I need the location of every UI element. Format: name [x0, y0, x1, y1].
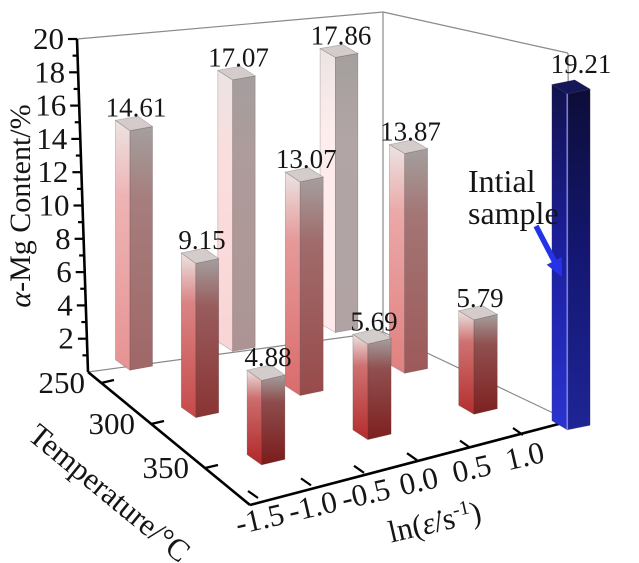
bar-300C-ln1.0 — [388, 139, 429, 374]
bar-face-top — [352, 328, 392, 345]
strain-rate-axis-tick — [512, 427, 524, 436]
bar-250C-ln1.0 — [319, 44, 359, 334]
bar-face-left — [246, 369, 262, 466]
strain-rate-axis: -1.5-1.0-0.5 0.0 0.5 1.0 ln(ε̇/s-1) — [232, 419, 571, 549]
temperature-axis-tick — [150, 419, 165, 426]
bar-value-label: 14.61 — [106, 92, 167, 122]
strain-rate-axis-title: ln(ε̇/s-1) — [385, 494, 485, 549]
value-axis-tick-label: 10 — [39, 188, 70, 223]
bar-face-right — [261, 374, 286, 466]
bar-value-label: 17.86 — [311, 21, 372, 51]
bar-face-top — [246, 364, 286, 381]
bar-face-right — [335, 52, 359, 333]
bar-face-right — [129, 126, 153, 371]
strain-rate-axis-tick-label: -1.0 — [285, 484, 341, 529]
bar-face-left — [352, 333, 369, 441]
bar-face-top — [457, 305, 499, 321]
bar-300C-ln0.0 — [284, 167, 325, 397]
bars — [114, 44, 592, 466]
value-axis-tick-label: 6 — [56, 254, 72, 289]
annotation-arrow-shaft — [533, 224, 559, 267]
bar-value-label: 9.15 — [178, 225, 225, 255]
bar-300C-ln-1.0 — [180, 247, 220, 419]
strain-rate-axis-line — [249, 419, 571, 507]
bar-350C-ln0.0 — [352, 328, 392, 441]
bar-face-left — [389, 143, 406, 374]
temperature-axis-tick-label: 300 — [89, 406, 136, 441]
bar-face-top — [114, 115, 154, 131]
bar-350C-ln-1.0 — [246, 364, 286, 466]
annotation-line-2: sample — [468, 195, 559, 231]
bar-value-label: 13.07 — [276, 144, 337, 174]
bar-value-label: 17.07 — [208, 42, 269, 72]
bar-value-label: 5.79 — [456, 283, 503, 313]
bar-value-labels: 14.61 17.07 17.86 9.15 13.07 13.87 4.88 5.69 5.7… — [106, 21, 612, 373]
bar-250C-ln-1.0 — [114, 115, 154, 371]
value-axis-title: α-Mg Content/% — [4, 104, 37, 307]
annotation-arrow-head — [546, 257, 562, 277]
bar-face-right — [299, 176, 324, 396]
temperature-axis-tick-label: 250 — [39, 365, 86, 400]
temperature-axis-tick — [204, 463, 219, 470]
strain-rate-axis-tick-label: -1.5 — [232, 496, 288, 541]
bar-value-label: 13.87 — [380, 117, 441, 147]
bar-face-top — [180, 247, 220, 264]
bar-face-right — [473, 313, 498, 415]
wall-edge — [382, 11, 569, 54]
strain-rate-axis-tick-label: -0.5 — [338, 471, 394, 516]
value-axis-tick-label: 8 — [55, 221, 71, 256]
bar-face-top — [550, 79, 592, 95]
bar-face-top — [216, 65, 257, 81]
value-axis-tick-label: 14 — [36, 121, 68, 156]
bar-value-label: 5.69 — [350, 306, 397, 336]
strain-rate-axis-tick-label: 0.5 — [449, 447, 495, 490]
bar-face-right — [566, 88, 591, 431]
strain-rate-axis-tick — [353, 464, 365, 474]
bar-face-left — [115, 119, 131, 371]
strain-rate-axis-tick — [406, 452, 418, 462]
strain-rate-axis-tick-label: 1.0 — [502, 434, 548, 477]
value-axis-tick-label: 4 — [57, 287, 73, 322]
wall-edge — [76, 11, 384, 40]
bar-value-label: 4.88 — [244, 342, 291, 372]
value-axis-tick-label: 2 — [58, 321, 74, 356]
bar-face-top — [319, 44, 359, 58]
bar-face-top — [284, 167, 325, 183]
bar-350C-ln1.0 — [457, 305, 499, 415]
bar-face-right — [232, 75, 256, 352]
strain-rate-axis-tick-label: 0.0 — [396, 460, 442, 503]
strain-rate-axis-tick — [247, 490, 259, 499]
bar-face-top — [388, 139, 429, 154]
bar-face-right — [195, 258, 220, 419]
bar-250C-ln0.0 — [216, 65, 257, 352]
bar-face-left — [180, 252, 197, 419]
annotation-line-1: Intial — [468, 163, 536, 199]
value-axis-tick-label: 16 — [35, 88, 66, 123]
strain-rate-axis-tick — [300, 477, 312, 487]
value-axis-tick-label: 20 — [33, 21, 64, 56]
bar-face-left — [458, 310, 475, 415]
bar-face-right — [404, 148, 428, 374]
bar-initial-sample — [550, 79, 592, 431]
strain-rate-axis-tick — [459, 439, 471, 449]
temperature-axis-tick — [100, 378, 115, 385]
bar-face-left — [217, 69, 234, 352]
temperature-axis-tick-label: 350 — [143, 450, 190, 485]
value-axis-tick-label: 12 — [37, 154, 68, 189]
value-axis-tick-label: 18 — [34, 54, 65, 89]
bar-face-right — [367, 338, 392, 441]
temperature-axis-line — [87, 370, 251, 507]
bar-value-label: 19.21 — [551, 49, 612, 79]
